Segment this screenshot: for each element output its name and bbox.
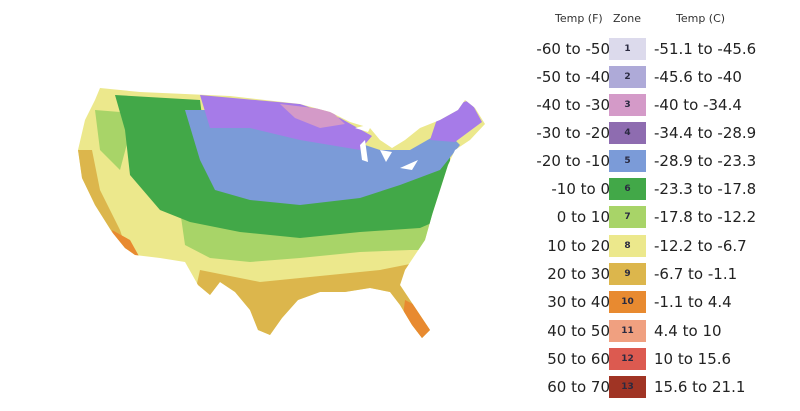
temp-f: -60 to -50 (536, 40, 610, 58)
temp-c: -6.7 to -1.1 (654, 265, 738, 283)
legend-row-zone-10: 30 to 40 10 -1.1 to 4.4 (520, 291, 800, 315)
header-zone: Zone (613, 12, 642, 25)
temp-f: 50 to 60 (547, 350, 610, 368)
zone-swatch: 11 (609, 320, 646, 342)
header-temp-c: Temp (C) (676, 12, 726, 25)
zone-swatch: 13 (609, 376, 646, 398)
legend-row-zone-6: -10 to 0 6 -23.3 to -17.8 (520, 178, 800, 202)
legend-row-zone-9: 20 to 30 9 -6.7 to -1.1 (520, 263, 800, 287)
zone-4-region (200, 95, 372, 150)
temp-f: -50 to -40 (536, 68, 610, 86)
temp-f: 20 to 30 (547, 265, 610, 283)
zone-swatch: 9 (609, 263, 646, 285)
temp-c: 15.6 to 21.1 (654, 378, 746, 396)
great-lakes (355, 124, 418, 170)
zone-7-west-region (95, 110, 128, 170)
legend-row-zone-4: -30 to -20 4 -34.4 to -28.9 (520, 122, 800, 146)
temp-c: -23.3 to -17.8 (654, 180, 757, 198)
zone-swatch: 6 (609, 178, 646, 200)
temp-c: -12.2 to -6.7 (654, 237, 747, 255)
legend-row-zone-1: -60 to -50 1 -51.1 to -45.6 (520, 38, 800, 62)
temp-f: 0 to 10 (556, 208, 610, 226)
temp-c: -34.4 to -28.9 (654, 124, 757, 142)
zone-swatch: 3 (609, 94, 646, 116)
temp-c: -51.1 to -45.6 (654, 40, 757, 58)
zone-5-region (185, 110, 460, 205)
temp-f: 10 to 20 (547, 237, 610, 255)
temp-f: 40 to 50 (547, 322, 610, 340)
zone-swatch: 10 (609, 291, 646, 313)
zone-swatch: 12 (609, 348, 646, 370)
zone-9-west-region (78, 150, 130, 260)
temp-c: 10 to 15.6 (654, 350, 732, 368)
temp-c: -40 to -34.4 (654, 96, 742, 114)
header-temp-f: Temp (F) (555, 12, 603, 25)
temp-c: -45.6 to -40 (654, 68, 742, 86)
zone-4-ne-region (430, 100, 482, 142)
temp-f: -30 to -20 (536, 124, 610, 142)
temp-f: 30 to 40 (547, 293, 610, 311)
temp-f: -40 to -30 (536, 96, 610, 114)
zone-10-florida-region (400, 300, 435, 338)
legend-row-zone-2: -50 to -40 2 -45.6 to -40 (520, 66, 800, 90)
legend-row-zone-5: -20 to -10 5 -28.9 to -23.3 (520, 150, 800, 174)
temp-f: 60 to 70 (547, 378, 610, 396)
temp-f: -20 to -10 (536, 152, 610, 170)
zone-swatch: 8 (609, 235, 646, 257)
zone-swatch: 5 (609, 150, 646, 172)
temp-c: 4.4 to 10 (654, 322, 722, 340)
legend-row-zone-7: 0 to 10 7 -17.8 to -12.2 (520, 206, 800, 230)
zone-swatch: 1 (609, 38, 646, 60)
legend-row-zone-13: 60 to 70 13 15.6 to 21.1 (520, 376, 800, 400)
legend-row-zone-12: 50 to 60 12 10 to 15.6 (520, 348, 800, 372)
zone-swatch: 2 (609, 66, 646, 88)
legend-row-zone-11: 40 to 50 11 4.4 to 10 (520, 320, 800, 344)
legend-row-zone-8: 10 to 20 8 -12.2 to -6.7 (520, 235, 800, 259)
us-hardiness-zone-map (78, 88, 485, 338)
temp-c: -17.8 to -12.2 (654, 208, 757, 226)
temp-f: -10 to 0 (551, 180, 610, 198)
temp-c: -28.9 to -23.3 (654, 152, 757, 170)
zone-swatch: 4 (609, 122, 646, 144)
zone-swatch: 7 (609, 206, 646, 228)
legend-row-zone-3: -40 to -30 3 -40 to -34.4 (520, 94, 800, 118)
temp-c: -1.1 to 4.4 (654, 293, 732, 311)
